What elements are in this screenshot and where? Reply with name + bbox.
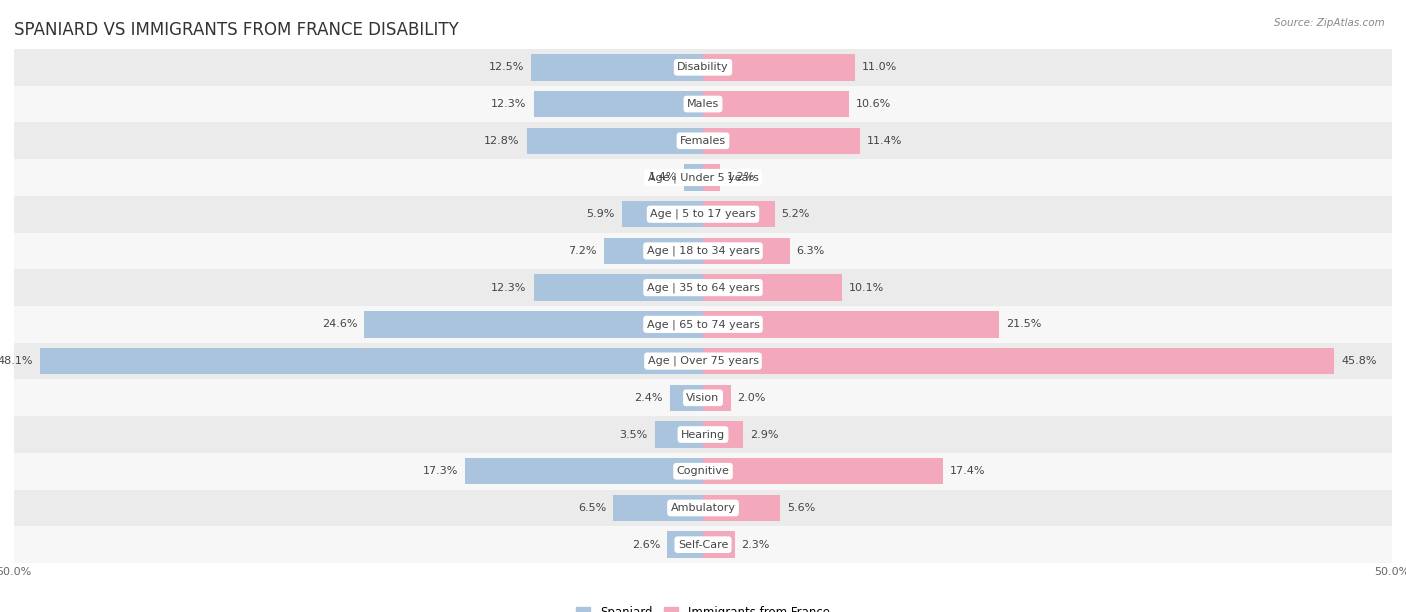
Bar	[703, 458, 943, 485]
Text: 17.3%: 17.3%	[422, 466, 458, 476]
Bar	[669, 384, 703, 411]
Text: Age | 18 to 34 years: Age | 18 to 34 years	[647, 245, 759, 256]
Bar	[603, 237, 703, 264]
Text: Age | Under 5 years: Age | Under 5 years	[648, 172, 758, 183]
Text: Ambulatory: Ambulatory	[671, 503, 735, 513]
Bar	[613, 494, 703, 521]
Bar	[14, 526, 1392, 563]
Bar	[14, 269, 1392, 306]
Bar	[41, 348, 703, 375]
Bar	[14, 122, 1392, 159]
Bar	[14, 233, 1392, 269]
Text: Age | 5 to 17 years: Age | 5 to 17 years	[650, 209, 756, 220]
Text: 3.5%: 3.5%	[620, 430, 648, 439]
Text: Cognitive: Cognitive	[676, 466, 730, 476]
Text: 21.5%: 21.5%	[1007, 319, 1042, 329]
Bar	[621, 201, 703, 228]
Text: 10.1%: 10.1%	[849, 283, 884, 293]
Bar	[703, 274, 842, 301]
Bar	[364, 311, 703, 338]
Bar	[703, 384, 731, 411]
Bar	[703, 201, 775, 228]
Bar	[703, 237, 790, 264]
Text: Males: Males	[688, 99, 718, 109]
Legend: Spaniard, Immigrants from France: Spaniard, Immigrants from France	[571, 602, 835, 612]
Text: 1.4%: 1.4%	[648, 173, 676, 182]
Text: 5.9%: 5.9%	[586, 209, 614, 219]
Bar	[683, 164, 703, 191]
Text: 2.4%: 2.4%	[634, 393, 664, 403]
Bar	[464, 458, 703, 485]
Bar	[527, 127, 703, 154]
Bar	[703, 91, 849, 118]
Bar	[703, 164, 720, 191]
Bar	[14, 159, 1392, 196]
Text: 1.2%: 1.2%	[727, 173, 755, 182]
Bar	[703, 127, 860, 154]
Bar	[703, 348, 1334, 375]
Bar	[703, 311, 1000, 338]
Bar	[531, 54, 703, 81]
Bar	[703, 54, 855, 81]
Bar	[14, 86, 1392, 122]
Text: 24.6%: 24.6%	[322, 319, 357, 329]
Text: 7.2%: 7.2%	[568, 246, 598, 256]
Bar	[14, 343, 1392, 379]
Text: Hearing: Hearing	[681, 430, 725, 439]
Text: 12.8%: 12.8%	[484, 136, 520, 146]
Bar	[14, 49, 1392, 86]
Bar	[14, 490, 1392, 526]
Bar	[14, 196, 1392, 233]
Bar	[703, 531, 735, 558]
Text: SPANIARD VS IMMIGRANTS FROM FRANCE DISABILITY: SPANIARD VS IMMIGRANTS FROM FRANCE DISAB…	[14, 21, 458, 39]
Text: 48.1%: 48.1%	[0, 356, 34, 366]
Text: 12.5%: 12.5%	[488, 62, 524, 72]
Text: Disability: Disability	[678, 62, 728, 72]
Text: 5.6%: 5.6%	[787, 503, 815, 513]
Text: 2.6%: 2.6%	[631, 540, 661, 550]
Text: 2.0%: 2.0%	[738, 393, 766, 403]
Bar	[14, 306, 1392, 343]
Text: 6.5%: 6.5%	[578, 503, 606, 513]
Bar	[14, 416, 1392, 453]
Text: Age | 35 to 64 years: Age | 35 to 64 years	[647, 282, 759, 293]
Text: 5.2%: 5.2%	[782, 209, 810, 219]
Text: 11.0%: 11.0%	[862, 62, 897, 72]
Text: Females: Females	[681, 136, 725, 146]
Bar	[655, 421, 703, 448]
Bar	[703, 421, 742, 448]
Bar	[533, 274, 703, 301]
Text: 12.3%: 12.3%	[491, 99, 527, 109]
Text: 12.3%: 12.3%	[491, 283, 527, 293]
Text: Self-Care: Self-Care	[678, 540, 728, 550]
Text: Vision: Vision	[686, 393, 720, 403]
Text: Age | 65 to 74 years: Age | 65 to 74 years	[647, 319, 759, 330]
Text: Source: ZipAtlas.com: Source: ZipAtlas.com	[1274, 18, 1385, 28]
Text: 17.4%: 17.4%	[949, 466, 986, 476]
Text: 6.3%: 6.3%	[797, 246, 825, 256]
Bar	[14, 453, 1392, 490]
Bar	[533, 91, 703, 118]
Text: 2.9%: 2.9%	[749, 430, 779, 439]
Bar	[14, 379, 1392, 416]
Text: 45.8%: 45.8%	[1341, 356, 1376, 366]
Text: 2.3%: 2.3%	[741, 540, 770, 550]
Bar	[703, 494, 780, 521]
Text: 10.6%: 10.6%	[856, 99, 891, 109]
Bar	[668, 531, 703, 558]
Text: Age | Over 75 years: Age | Over 75 years	[648, 356, 758, 367]
Text: 11.4%: 11.4%	[868, 136, 903, 146]
